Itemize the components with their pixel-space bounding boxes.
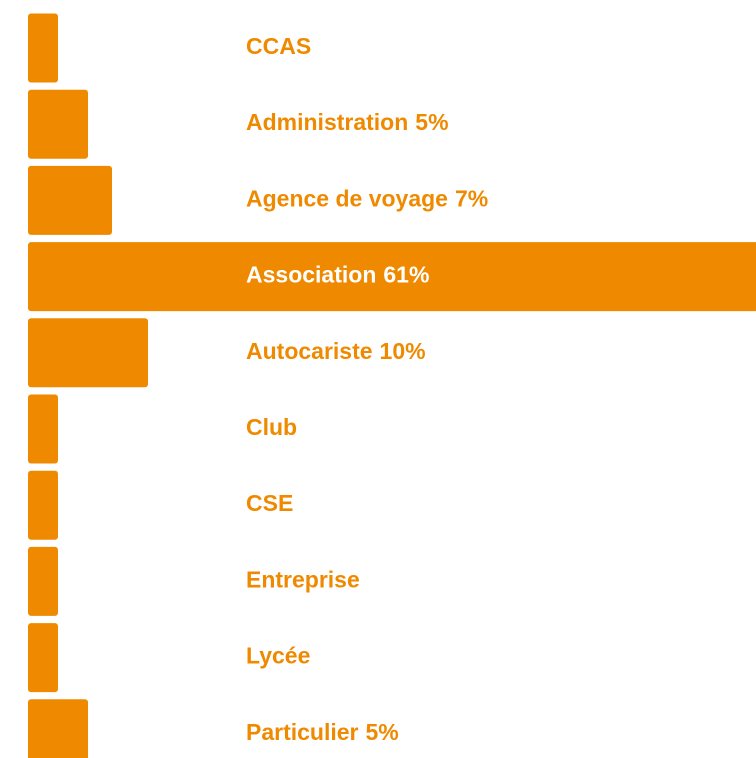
bar [28,394,58,464]
category-label: CCAS [246,33,311,59]
bar [28,470,58,540]
bar-label: Lycée [246,643,310,669]
bar-label: CSE [246,490,293,516]
category-label: Agence de voyage [246,185,448,211]
category-label: Club [246,414,297,440]
value-label: 61% [383,262,429,288]
bar [28,546,58,616]
bar-label: Administration 5% [246,109,449,135]
bar [28,165,112,235]
value-label: 10% [380,338,426,364]
bar-label: Entreprise [246,566,360,592]
bar-label: Particulier 5% [246,719,399,745]
category-label: Administration [246,109,408,135]
category-label: Particulier [246,719,359,745]
category-label: Lycée [246,643,310,669]
bar [28,13,58,83]
bar [28,699,88,758]
bar-label: Association 61% [246,262,429,288]
category-label: Association [246,262,376,288]
bar [28,242,756,312]
bar-label: Club [246,414,297,440]
value-label: 5% [415,109,448,135]
category-label: CSE [246,490,293,516]
bar [28,623,58,693]
category-label: Autocariste [246,338,373,364]
bar [28,318,148,388]
category-label: Entreprise [246,566,360,592]
value-label: 7% [455,185,488,211]
bar-label: Autocariste 10% [246,338,426,364]
value-label: 5% [366,719,399,745]
bar-label: CCAS [246,33,311,59]
bar [28,89,88,159]
bar-label: Agence de voyage 7% [246,185,488,211]
